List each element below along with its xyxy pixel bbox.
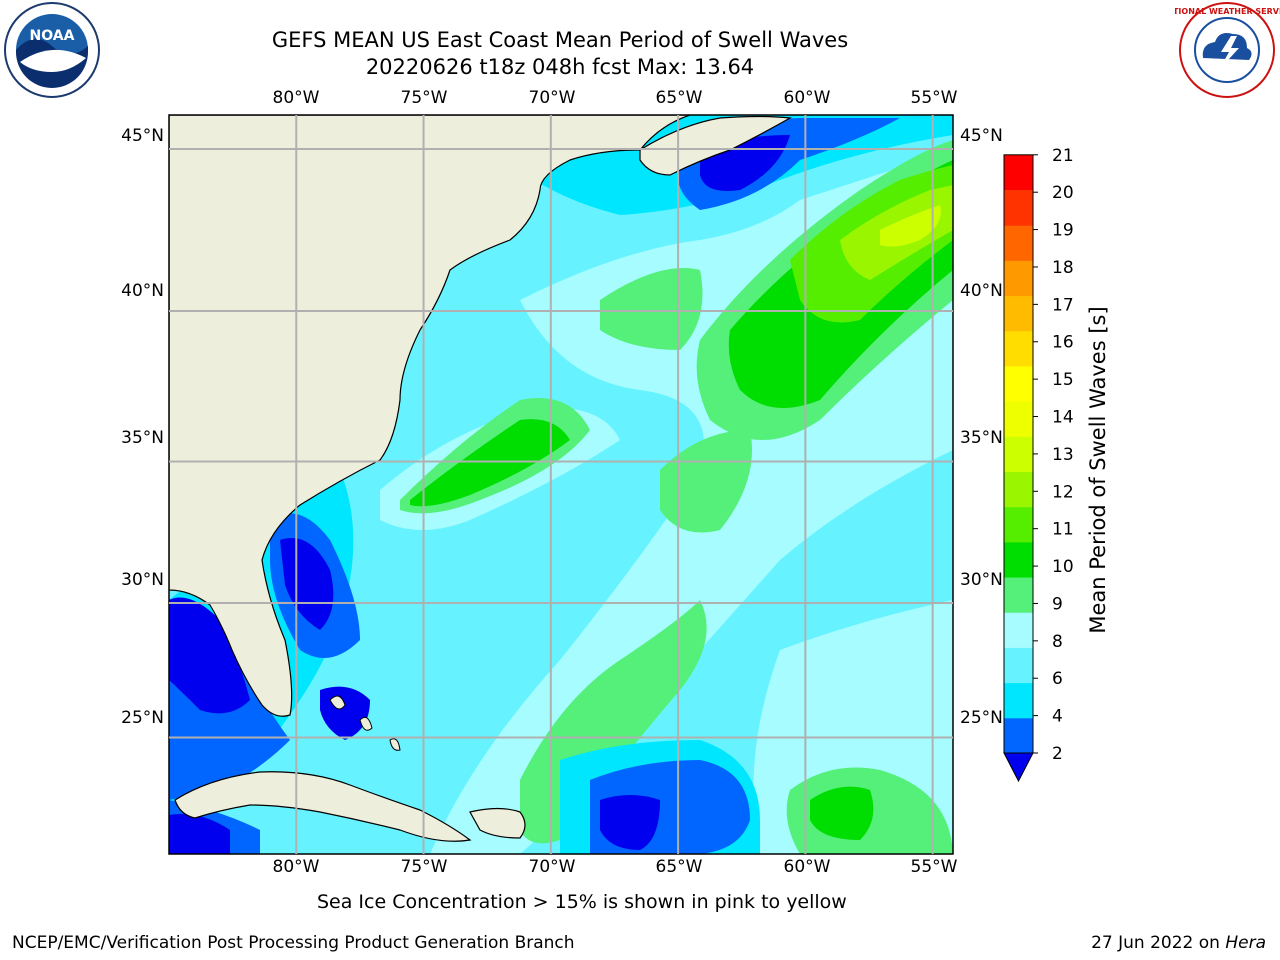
- lat-label-right: 45°N: [960, 126, 1003, 146]
- lat-label-right: 40°N: [960, 281, 1003, 301]
- lon-label-bottom: 55°W: [910, 857, 958, 877]
- lon-label-bottom: 80°W: [272, 857, 320, 877]
- lat-label-right: 35°N: [960, 428, 1003, 448]
- colorbar-tick-label: 11: [1052, 520, 1074, 540]
- lat-label-left: 25°N: [121, 708, 164, 728]
- nws-logo-text: NATIONAL WEATHER SERVICE: [1175, 7, 1280, 16]
- noaa-logo-text: NOAA: [30, 28, 75, 44]
- lon-label-top: 55°W: [910, 88, 958, 108]
- footer-right: 27 Jun 2022 on Hera: [1091, 933, 1266, 953]
- lon-label-bottom: 75°W: [400, 857, 448, 877]
- lat-label-left: 30°N: [121, 570, 164, 590]
- colorbar-segment: [1004, 154, 1033, 190]
- colorbar-tick-label: 14: [1052, 408, 1074, 428]
- colorbar-tick-label: 9: [1052, 594, 1063, 614]
- footer-machine: Hera: [1225, 933, 1266, 953]
- lat-label-right: 25°N: [960, 708, 1003, 728]
- colorbar-segment: [1004, 717, 1033, 754]
- colorbar-tick-label: 16: [1052, 333, 1074, 353]
- lon-label-top: 70°W: [528, 88, 576, 108]
- swell-field: [169, 115, 953, 854]
- colorbar-segment: [1004, 365, 1033, 402]
- lon-label-top: 75°W: [400, 88, 448, 108]
- lon-label-top: 60°W: [783, 88, 831, 108]
- colorbar-segment: [1004, 682, 1033, 719]
- colorbar-segment: [1004, 647, 1033, 684]
- colorbar-segment: [1004, 577, 1033, 613]
- graticule: [169, 115, 953, 854]
- footer-date: 27 Jun 2022 on: [1091, 933, 1226, 953]
- colorbar-tick-label: 8: [1052, 632, 1063, 652]
- colorbar-segment: [1004, 401, 1033, 437]
- colorbar-tick-label: 4: [1052, 707, 1063, 727]
- hispaniola: [469, 807, 526, 839]
- cuba: [174, 771, 472, 842]
- colorbar: 2 4 6 8 9 10 11 12 13 14 15 16 17 18 19 20 21: [1003, 146, 1074, 783]
- colorbar-segment: [1004, 225, 1033, 261]
- lat-label-left: 45°N: [121, 126, 164, 146]
- colorbar-segment: [1004, 436, 1033, 472]
- colorbar-segment: [1004, 330, 1033, 367]
- lon-label-top: 80°W: [272, 88, 320, 108]
- band-under-b: [280, 538, 334, 630]
- colorbar-tick-label: 6: [1052, 669, 1063, 689]
- bahamas: [329, 695, 401, 751]
- colorbar-segment: [1004, 295, 1033, 332]
- colorbar-label: Mean Period of Swell Waves [s]: [1086, 306, 1110, 634]
- colorbar-tick-label: 19: [1052, 221, 1074, 241]
- chart-subtitle: 20220626 t18z 048h fcst Max: 13.64: [365, 55, 755, 79]
- colorbar-tick-label: 21: [1052, 146, 1074, 166]
- band-13-14: [880, 205, 941, 247]
- colorbar-tick-label: 12: [1052, 482, 1074, 502]
- band-10-11-b: [410, 419, 570, 507]
- colorbar-tick-label: 17: [1052, 295, 1074, 315]
- us-landmass: [169, 115, 691, 717]
- chart-title: GEFS MEAN US East Coast Mean Period of S…: [271, 28, 849, 52]
- map-frame: [168, 114, 954, 855]
- band-under-e: [169, 814, 230, 854]
- colorbar-segment: [1004, 612, 1033, 648]
- colorbar-segment: [1004, 541, 1033, 578]
- colorbar-under-extend: [1003, 752, 1034, 783]
- noaa-logo: NOAA: [4, 2, 100, 98]
- colorbar-tick-label: 15: [1052, 370, 1074, 390]
- lon-label-bottom: 60°W: [783, 857, 831, 877]
- colorbar-segment: [1004, 506, 1033, 543]
- colorbar-tick-label: 10: [1052, 557, 1074, 577]
- lat-label-left: 35°N: [121, 428, 164, 448]
- colorbar-segment: [1004, 260, 1033, 297]
- colorbar-tick-label: 18: [1052, 258, 1074, 278]
- colorbar-tick-label: 2: [1052, 744, 1063, 764]
- footer-left: NCEP/EMC/Verification Post Processing Pr…: [12, 933, 575, 953]
- colorbar-segment: [1004, 471, 1033, 508]
- lat-label-right: 30°N: [960, 570, 1003, 590]
- lat-label-left: 40°N: [121, 281, 164, 301]
- lon-label-bottom: 70°W: [528, 857, 576, 877]
- lon-label-top: 65°W: [655, 88, 703, 108]
- band-under-a: [169, 597, 250, 714]
- colorbar-tick-label: 20: [1052, 183, 1074, 203]
- sea-ice-note: Sea Ice Concentration > 15% is shown in …: [317, 891, 847, 913]
- lon-label-bottom: 65°W: [655, 857, 703, 877]
- colorbar-segment: [1004, 190, 1033, 226]
- colorbar-tick-label: 13: [1052, 445, 1074, 465]
- band-under-d: [600, 795, 660, 850]
- band-9-10-a: [600, 268, 703, 350]
- nws-logo: NATIONAL WEATHER SERVICE: [1175, 2, 1280, 98]
- band-10-11-c: [810, 786, 874, 840]
- band-9-10-f: [660, 430, 752, 533]
